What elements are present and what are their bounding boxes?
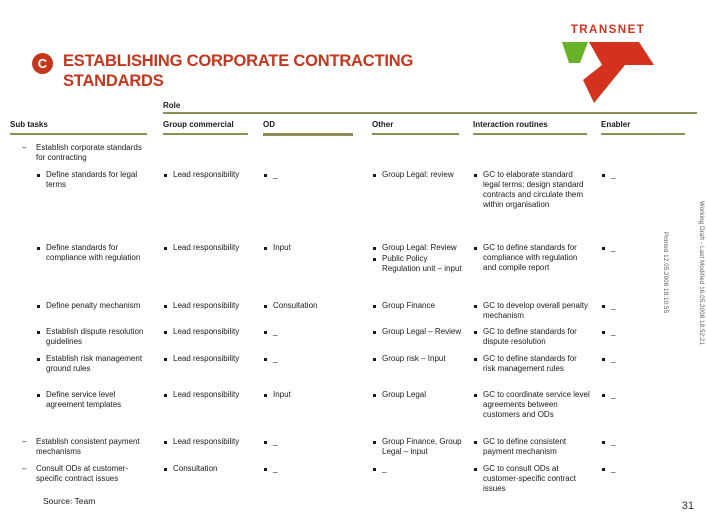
col-header-enabler: Enabler <box>601 118 698 136</box>
group-commercial-cell: Lead responsibility <box>163 242 263 253</box>
subtask-cell: Establish risk manage­ment ground rules <box>10 353 163 374</box>
enabler-cell: _ <box>601 169 698 180</box>
subtask-cell: Consult ODs at customer-specific contrac… <box>10 463 163 484</box>
header-rule <box>263 133 353 136</box>
interaction-cell: GC to define standards for compliance wi… <box>473 242 601 273</box>
table-row: Define standards for compliance with reg… <box>10 242 698 300</box>
interaction-cell: GC to define standards for risk manageme… <box>473 353 601 374</box>
slide-title-line1: ESTABLISHING CORPORATE CONTRACTING <box>63 52 414 70</box>
group-commercial-cell: Lead responsibility <box>163 300 263 311</box>
other-cell: Group Finance, Group Legal – input <box>372 436 473 457</box>
col-header-od: OD <box>263 118 372 136</box>
interaction-cell: GC to define consistent payment mechanis… <box>473 436 601 457</box>
role-matrix-table: Role Sub tasks Group commercial OD Other… <box>10 101 698 504</box>
header-rule <box>601 133 685 135</box>
enabler-cell: _ <box>601 326 698 337</box>
table-row: Define service level agreement templates… <box>10 389 698 436</box>
enabler-cell: _ <box>601 300 698 311</box>
table-row: Establish risk manage­ment ground rules … <box>10 353 698 389</box>
role-header-row: Role <box>10 101 698 115</box>
enabler-cell: _ <box>601 389 698 400</box>
subtask-cell: Establish dispute resolution guidelines <box>10 326 163 347</box>
header-rule <box>473 133 587 135</box>
draft-status-note: Working Draft - Last Modified 16.05.2008… <box>662 128 704 418</box>
header-rule <box>372 133 459 135</box>
transnet-logo: TRANSNET <box>556 24 660 104</box>
col-header-group-commercial: Group commercial <box>163 118 263 136</box>
other-cell: Group Finance <box>372 300 473 311</box>
other-cell: Group Legal: Review Public Policy Regula… <box>372 242 473 274</box>
group-commercial-cell: Lead responsibility <box>163 169 263 180</box>
interaction-cell: GC to define standards for dispute resol… <box>473 326 601 347</box>
header-rule <box>10 133 147 135</box>
other-cell: _ <box>372 463 473 474</box>
transnet-logo-icon <box>562 42 654 103</box>
od-cell: Consultation <box>263 300 372 311</box>
group-commercial-cell: Lead responsibility <box>163 389 263 400</box>
draft-modified-note: Working Draft - Last Modified 16.05.2008… <box>698 200 704 346</box>
section-letter-badge: C <box>32 53 53 74</box>
role-header: Role <box>163 101 181 110</box>
group-commercial-cell: Lead responsibility <box>163 353 263 364</box>
od-cell: _ <box>263 353 372 364</box>
subtask-cell: Define penalty mechanism <box>10 300 163 311</box>
od-cell: _ <box>263 436 372 447</box>
enabler-cell: _ <box>601 436 698 447</box>
od-cell: Input <box>263 389 372 400</box>
draft-printed-note: Printed 12.05.2008 18:10:55 <box>662 232 668 314</box>
source-note: Source: Team <box>43 496 96 506</box>
col-header-interaction-routines: Interaction routines <box>473 118 601 136</box>
subtask-cell: Define standards for legal terms <box>10 169 163 190</box>
col-header-subtasks: Sub tasks <box>10 118 163 136</box>
other-cell: Group Legal <box>372 389 473 400</box>
interaction-cell: GC to elaborate standard legal terms; de… <box>473 169 601 210</box>
group-commercial-cell: Lead responsibility <box>163 326 263 337</box>
interaction-cell: GC to consult ODs at customer-specific c… <box>473 463 601 494</box>
table-row: Consult ODs at customer-specific contrac… <box>10 463 698 504</box>
od-cell: _ <box>263 463 372 474</box>
table-row: Define standards for legal terms Lead re… <box>10 169 698 242</box>
header-rule <box>163 133 248 135</box>
table-row: Define penalty mechanism Lead responsibi… <box>10 300 698 326</box>
interaction-cell: GC to develop overall penalty mechanism <box>473 300 601 321</box>
group-commercial-cell: Lead responsibility <box>163 436 263 447</box>
interaction-cell: GC to coordinate service level agreement… <box>473 389 601 420</box>
col-header-other: Other <box>372 118 473 136</box>
table-row: Establish corporate standards for contra… <box>10 142 698 169</box>
od-cell: Input <box>263 242 372 253</box>
od-cell: _ <box>263 169 372 180</box>
slide-title-line2: STANDARDS <box>63 72 164 90</box>
other-cell: Group Legal – Review <box>372 326 473 337</box>
subtask-cell: Define service level agreement templates <box>10 389 163 410</box>
other-cell: Group Legal: review <box>372 169 473 180</box>
enabler-cell: _ <box>601 353 698 364</box>
table-row: Establish dispute resolution guidelines … <box>10 326 698 353</box>
enabler-cell: _ <box>601 242 698 253</box>
subtask-cell: Establish consistent payment mechanisms <box>10 436 163 457</box>
od-cell: _ <box>263 326 372 337</box>
column-header-row: Sub tasks Group commercial OD Other Inte… <box>10 118 698 136</box>
section-letter: C <box>37 56 48 71</box>
group-commercial-cell: Consultation <box>163 463 263 474</box>
subtask-group: Establish corporate standards for contra… <box>22 143 153 163</box>
subtask-cell: Establish corporate standards for contra… <box>10 142 163 163</box>
other-cell: Group risk – Input <box>372 353 473 364</box>
enabler-cell: _ <box>601 463 698 474</box>
page-number: 31 <box>681 500 694 512</box>
transnet-wordmark: TRANSNET <box>570 24 646 36</box>
table-row: Establish consistent payment mechanisms … <box>10 436 698 463</box>
slide-title: ESTABLISHING CORPORATE CONTRACTING STAND… <box>63 51 503 91</box>
role-header-rule <box>163 112 697 114</box>
subtask-cell: Define standards for compliance with reg… <box>10 242 163 263</box>
